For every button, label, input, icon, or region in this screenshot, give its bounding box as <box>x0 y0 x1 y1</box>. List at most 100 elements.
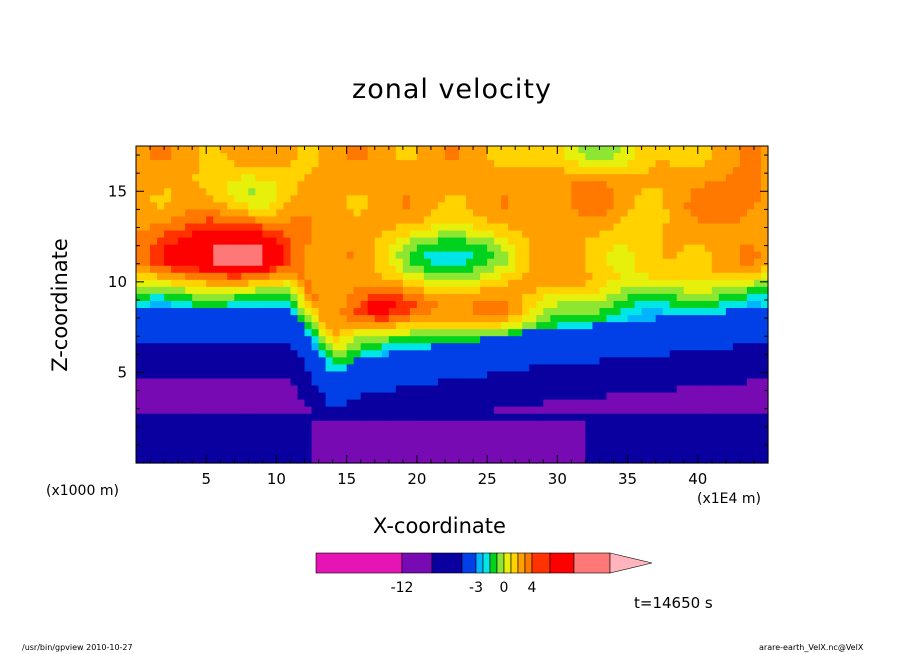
field-cell <box>213 392 221 401</box>
field-cell <box>690 202 699 210</box>
field-cell <box>697 230 706 239</box>
field-cell <box>620 230 629 239</box>
field-cell <box>248 357 256 365</box>
field-cell <box>536 392 544 401</box>
field-cell <box>325 300 334 309</box>
field-cell <box>143 293 151 302</box>
field-cell <box>473 300 481 309</box>
field-cell <box>515 195 523 203</box>
field-cell <box>655 364 664 373</box>
field-cell <box>466 153 474 161</box>
field-cell <box>529 427 537 436</box>
field-cell <box>388 230 397 239</box>
field-cell <box>648 286 657 295</box>
field-cell <box>220 202 228 210</box>
field-cell <box>676 427 685 436</box>
field-cell <box>690 153 699 161</box>
field-cell <box>437 188 446 196</box>
field-cell <box>213 448 221 457</box>
field-cell <box>262 420 271 429</box>
field-cell <box>290 223 299 232</box>
field-cell <box>634 357 643 365</box>
field-cell <box>753 329 762 337</box>
field-cell <box>592 434 601 443</box>
field-cell <box>571 336 579 344</box>
field-cell <box>613 406 622 415</box>
field-cell <box>150 244 158 253</box>
field-cell <box>234 364 242 373</box>
field-cell <box>718 420 727 429</box>
field-cell <box>592 195 601 203</box>
field-cell <box>290 188 299 196</box>
field-cell <box>564 308 572 316</box>
field-cell <box>662 441 671 450</box>
field-cell <box>213 322 221 330</box>
field-cell <box>522 258 530 267</box>
field-cell <box>374 181 383 189</box>
field-cell <box>732 357 741 365</box>
field-cell <box>683 322 692 330</box>
field-cell <box>388 188 397 196</box>
field-cell <box>185 378 193 387</box>
field-cell <box>739 448 748 457</box>
field-cell <box>234 272 242 281</box>
field-cell <box>192 329 200 337</box>
field-cell <box>564 293 572 302</box>
field-cell <box>227 272 235 281</box>
field-cell <box>746 272 755 281</box>
field-cell <box>423 202 432 210</box>
field-cell <box>332 371 341 380</box>
field-cell <box>655 209 664 218</box>
field-cell <box>641 272 650 281</box>
field-cell <box>430 399 439 408</box>
field-cell <box>423 350 432 358</box>
field-cell <box>487 364 495 373</box>
field-cell <box>325 286 334 295</box>
field-cell <box>402 293 411 302</box>
field-cell <box>760 371 769 380</box>
field-cell <box>648 153 657 161</box>
field-cell <box>578 223 587 232</box>
field-cell <box>473 202 481 210</box>
field-cell <box>199 195 207 203</box>
field-cell <box>178 230 186 239</box>
field-cell <box>143 413 151 422</box>
field-cell <box>395 153 404 161</box>
field-cell <box>311 329 320 337</box>
field-cell <box>683 188 692 196</box>
field-cell <box>585 322 594 330</box>
field-cell <box>178 160 186 168</box>
field-cell <box>318 371 327 380</box>
field-cell <box>185 364 193 373</box>
field-cell <box>550 308 558 316</box>
field-cell <box>206 223 214 232</box>
field-cell <box>578 413 587 422</box>
field-cell <box>248 427 256 436</box>
field-cell <box>430 251 439 260</box>
field-cell <box>697 350 706 358</box>
field-cell <box>220 371 228 380</box>
field-cell <box>283 195 292 203</box>
field-cell <box>241 223 249 232</box>
field-cell <box>444 216 453 225</box>
field-cell <box>248 230 256 239</box>
field-cell <box>136 378 144 387</box>
field-cell <box>662 399 671 408</box>
field-cell <box>718 272 727 281</box>
field-cell <box>571 350 579 358</box>
field-cell <box>452 258 460 267</box>
field-cell <box>227 209 235 218</box>
field-cell <box>178 343 186 351</box>
field-cell <box>760 251 769 260</box>
field-cell <box>620 174 629 182</box>
field-cell <box>669 378 678 387</box>
field-cell <box>557 216 565 225</box>
field-cell <box>353 308 362 316</box>
field-cell <box>753 378 762 387</box>
field-cell <box>634 427 643 436</box>
field-cell <box>452 265 460 274</box>
field-cell <box>241 216 249 225</box>
field-cell <box>437 378 446 387</box>
field-cell <box>290 160 299 168</box>
field-cell <box>234 195 242 203</box>
